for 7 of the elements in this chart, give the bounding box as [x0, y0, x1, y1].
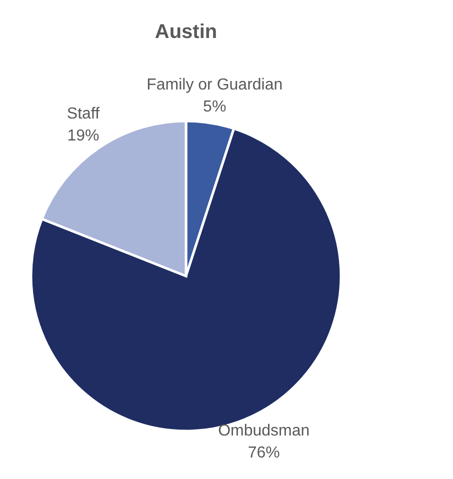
slice-label: Staff: [66, 106, 100, 123]
data-label: 5%: [203, 98, 226, 116]
slice-label: Family or Guardian: [146, 76, 283, 94]
slice-label: Ombudsman: [218, 422, 310, 440]
data-label: 19%: [67, 128, 100, 145]
chart-title: Austin: [154, 21, 218, 43]
data-label: 76%: [248, 444, 280, 462]
